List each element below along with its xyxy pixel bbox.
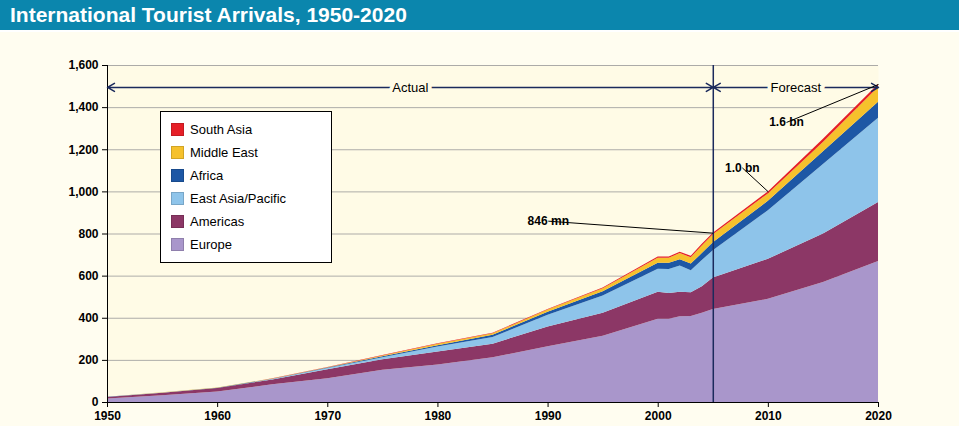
svg-text:1990: 1990: [535, 409, 562, 423]
svg-text:846 mn: 846 mn: [528, 214, 569, 228]
html-text:Americas: Americas: [190, 214, 245, 229]
svg-text:1970: 1970: [314, 409, 341, 423]
svg-text:1980: 1980: [425, 409, 452, 423]
svg-text:1,000: 1,000: [68, 185, 98, 199]
svg-text:1960: 1960: [204, 409, 231, 423]
html-text:International Tourist Arrivals: International Tourist Arrivals, 1950-202…: [10, 3, 407, 26]
svg-text:1,600: 1,600: [68, 58, 98, 72]
svg-text:1.0 bn: 1.0 bn: [725, 161, 760, 175]
svg-text:600: 600: [78, 269, 98, 283]
svg-text:200: 200: [78, 353, 98, 367]
html-text:South Asia: South Asia: [190, 122, 253, 137]
svg-text:1,200: 1,200: [68, 143, 98, 157]
svg-text:2010: 2010: [755, 409, 782, 423]
html-text:Europe: Europe: [190, 237, 232, 252]
svg-text:Actual: Actual: [392, 80, 428, 95]
svg-text:1.6 bn: 1.6 bn: [769, 115, 804, 129]
svg-text:Forecast: Forecast: [771, 80, 822, 95]
svg-text:2000: 2000: [645, 409, 672, 423]
html-text:Middle East: Middle East: [190, 145, 258, 160]
svg-text:800: 800: [78, 227, 98, 241]
html-text:Africa: Africa: [190, 168, 224, 183]
svg-text:400: 400: [78, 311, 98, 325]
svg-text:1950: 1950: [94, 409, 121, 423]
svg-text:2020: 2020: [865, 409, 892, 423]
html-text:East Asia/Pacific: East Asia/Pacific: [190, 191, 287, 206]
svg-text:1,400: 1,400: [68, 100, 98, 114]
svg-text:0: 0: [92, 395, 99, 409]
